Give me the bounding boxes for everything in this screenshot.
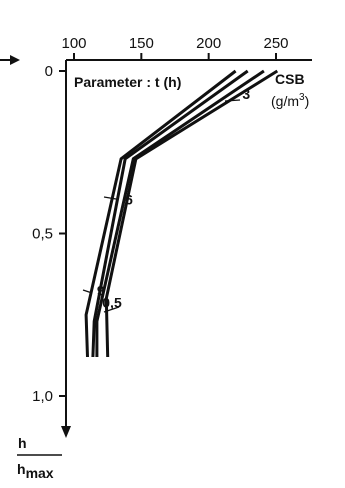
series-label: 3 — [242, 86, 250, 102]
series-label-leader — [82, 289, 93, 294]
x-axis-label-unit: (g/m3) — [271, 92, 309, 109]
series-line — [91, 69, 249, 358]
x-axis — [0, 55, 312, 65]
x-tick-label: 100 — [61, 35, 86, 52]
x-axis-arrow-icon — [10, 55, 20, 65]
y-tick-label: 0 — [45, 63, 53, 80]
x-tick-label: 150 — [129, 35, 154, 52]
y-tick-label: 1,0 — [32, 388, 53, 405]
parameter-annotation: Parameter : t (h) — [74, 74, 181, 90]
series-label-leader — [224, 99, 241, 102]
series-label-leader — [103, 196, 117, 200]
series-line — [95, 69, 265, 357]
y-axis-label-h: h — [18, 435, 27, 451]
series-line — [84, 69, 237, 358]
x-tick-label: 200 — [196, 35, 221, 52]
y-axis-arrow-icon — [61, 426, 71, 438]
series-label: 9 — [97, 282, 105, 298]
y-axis — [61, 60, 71, 438]
series-labels: 3 6 90,5 — [82, 86, 250, 313]
y-ticks: 0 0,5 1,0 — [32, 63, 66, 405]
series-label: 0,5 — [102, 294, 122, 310]
series-label: 6 — [125, 191, 133, 207]
x-ticks: 100 150 200 250 — [61, 35, 289, 60]
series-label-leader — [103, 306, 120, 313]
series-line — [104, 69, 279, 358]
x-tick-label: 250 — [263, 35, 288, 52]
y-tick-label: 0,5 — [32, 226, 53, 243]
series-lines — [84, 69, 279, 358]
y-axis-label-hmax: hmax — [17, 461, 54, 481]
x-axis-label-csb: CSB — [275, 71, 305, 87]
